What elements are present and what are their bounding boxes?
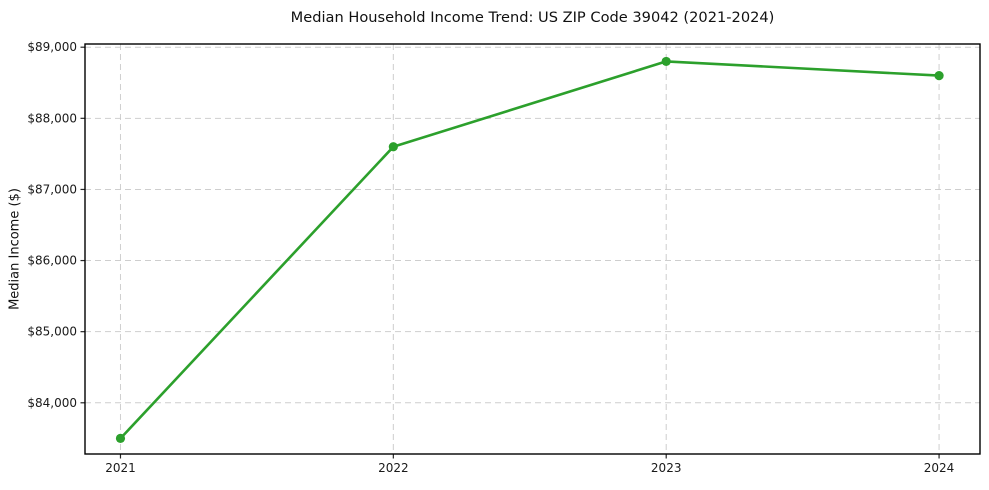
chart-title: Median Household Income Trend: US ZIP Co…	[290, 9, 775, 26]
data-point-2024	[934, 71, 944, 81]
data-point-2021	[115, 433, 126, 443]
data-point-2022	[388, 142, 398, 152]
plot-frame	[84, 43, 981, 455]
y-tick-label: $89,000	[27, 40, 77, 54]
data-point-2023	[661, 56, 671, 67]
y-tick-label: $88,000	[27, 111, 77, 125]
x-tick-label: 2024	[924, 461, 955, 475]
trend-line	[119, 60, 941, 440]
x-tick-label: 2021	[105, 461, 136, 475]
y-tick-label: $86,000	[27, 254, 77, 268]
y-tick-label: $85,000	[27, 325, 77, 339]
x-tick-label: 2023	[651, 461, 682, 475]
x-tick-label: 2022	[378, 461, 409, 475]
y-tick-label: $84,000	[27, 396, 77, 410]
y-tick-label: $87,000	[27, 182, 77, 196]
